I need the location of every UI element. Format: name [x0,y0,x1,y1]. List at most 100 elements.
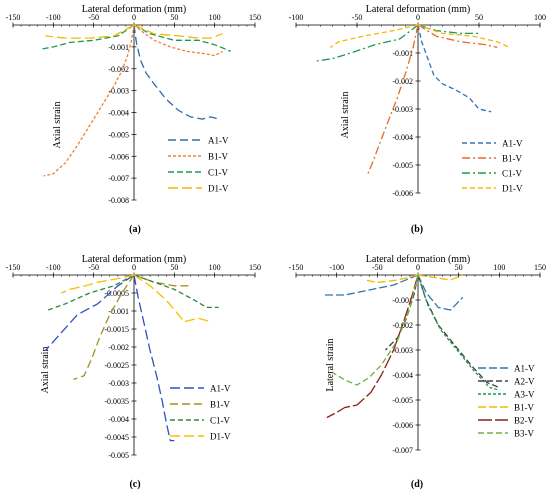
y-tick-label: -0.0025 [104,361,129,370]
series-line-c1-v [314,24,419,63]
legend: A1-V B1-V C1-V D1-V [168,136,229,194]
x-tick-label: -150 [289,263,304,272]
x-tick-label: -100 [46,263,61,272]
x-tick-label: 150 [249,263,261,272]
series-line-b1-v [417,24,498,49]
series-line-a1-v [417,274,464,311]
series-line-b1-v [366,24,419,177]
x-tick-label: -150 [6,263,21,272]
legend-label: B1-V [208,152,229,162]
y-tick-label: -0.0045 [104,433,129,442]
legend-label: C1-V [502,169,523,179]
x-tick-label: 50 [170,13,178,22]
series-line-c1-v [133,274,219,309]
legend-label: A1-V [210,384,231,394]
x-tick-label: 50 [170,263,178,272]
series-line-b1-v [73,274,135,381]
series-line-d1-v [417,24,510,48]
series-line-d1-v [45,24,135,39]
x-tick-label: 100 [493,263,505,272]
y-tick-label: -0.005 [392,161,413,170]
chart-title: Lateral deformation (mm) [82,4,186,15]
panel-label: (c) [129,479,140,490]
y-tick-label: -0.001 [392,49,413,58]
panel-label: (b) [411,224,423,235]
y-tick-label: -0.0015 [104,325,129,334]
y-tick-label: -0.004 [108,415,129,424]
series-line-c1-v [41,24,135,50]
chart-title: Lateral deformation (mm) [366,4,470,15]
x-tick-label: 150 [534,263,546,272]
y-tick-label: -0.001 [392,296,413,305]
legend-label: B1-V [514,403,535,413]
legend-label: D1-V [210,432,231,442]
series-line-d1-v [61,274,135,294]
y-tick-label: -0.001 [108,307,129,316]
legend-label: B3-V [514,429,535,439]
y-tick-label: -0.006 [108,152,129,161]
chart-panel-3: Lateral deformation (mm) -150 -100 -50 0 50 10… [6,254,261,490]
series-line-a1-v [44,274,135,352]
y-tick-label: -0.004 [392,133,413,142]
x-tick-label: -100 [329,263,344,272]
series-line-b1-v [417,274,463,281]
x-tick-label: 0 [132,263,136,272]
chart-title: Lateral deformation (mm) [366,254,470,265]
legend-label: B1-V [502,154,523,164]
x-tick-label: -100 [289,13,304,22]
y-tick-label: -0.007 [392,446,413,455]
series-line-b1-v [43,24,135,177]
y-tick-label: -0.0005 [104,289,129,298]
y-tick-label: -0.004 [108,109,129,118]
x-tick-label: -50 [352,13,363,22]
legend-label: A1-V [502,139,523,149]
y-tick-label: -0.003 [108,87,129,96]
legend-label: A1-V [208,136,229,146]
x-tick-label: -50 [88,263,99,272]
x-tick-label: -50 [372,263,383,272]
series-line-d1-v [329,24,419,48]
x-tick-label: 50 [455,263,463,272]
y-tick-label: -0.005 [392,396,413,405]
series-line-b1-v [133,24,224,57]
legend-label: B1-V [210,400,231,410]
y-axis-label: Axial strain [340,92,351,139]
x-tick-label: 100 [534,13,546,22]
series-line-a1-v [133,274,175,442]
y-tick-label: -0.008 [108,196,129,205]
chart-panel-1: Lateral deformation (mm) -150 -100 -50 0 50 10… [6,4,261,235]
y-tick-label: -0.001 [108,43,129,52]
x-tick-label: 100 [209,13,221,22]
panel-label: (a) [129,224,141,235]
panel-label: (d) [411,479,423,490]
y-tick-label: -0.004 [392,371,413,380]
y-tick-label: -0.003 [108,379,129,388]
y-tick-label: -0.006 [392,189,413,198]
y-tick-label: -0.005 [108,130,129,139]
x-tick-label: -150 [6,13,21,22]
series-line-d1-v [133,24,223,39]
legend: A1-V B1-V C1-V D1-V [462,139,523,194]
legend-label: D1-V [502,184,523,194]
y-tick-label: -0.002 [392,77,413,86]
y-tick-label: -0.007 [108,174,129,183]
x-tick-label: 0 [416,263,420,272]
series-line-a2-v [417,274,500,389]
legend-label: D1-V [208,184,229,194]
legend-label: C1-V [210,416,231,426]
series-line-a3-v [417,274,500,391]
legend: A1-V A2-V A3-V B1-V B2-V B3-V [478,364,535,439]
chart-panel-2: Lateral deformation (mm) -100 -50 0 50 100 -0.… [289,4,546,235]
y-tick-label: -0.002 [108,65,129,74]
y-axis-label: Axial strain [40,347,51,394]
series-line-a1-v [417,24,492,113]
series-line-c1-v [45,274,135,312]
y-tick-label: -0.003 [392,346,413,355]
legend-label: B2-V [514,416,535,426]
y-tick-label: -0.006 [392,421,413,430]
series-line-b1-v [364,274,419,284]
x-tick-label: 100 [209,263,221,272]
legend-label: A3-V [514,390,535,400]
y-tick-label: -0.002 [108,343,129,352]
